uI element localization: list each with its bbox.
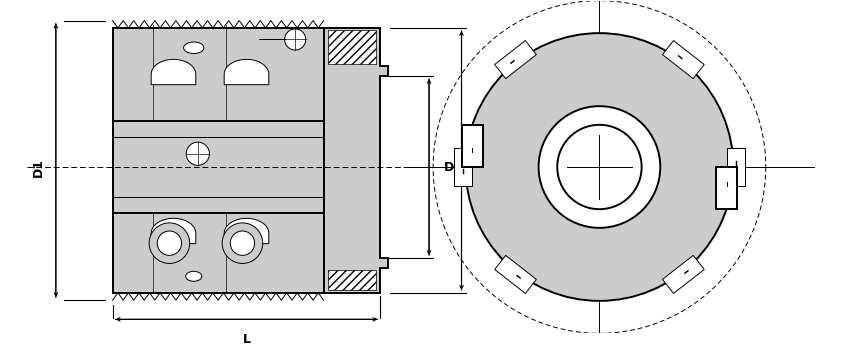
Polygon shape [113,28,324,293]
Polygon shape [454,147,472,186]
Text: D: D [444,161,454,174]
Polygon shape [495,255,536,294]
Circle shape [186,142,209,166]
Text: D1: D1 [31,158,44,177]
Polygon shape [224,59,269,85]
Circle shape [157,231,182,255]
Circle shape [466,33,734,301]
Text: D6: D6 [476,161,495,174]
Polygon shape [113,16,324,28]
Polygon shape [717,167,737,209]
Polygon shape [327,270,377,290]
Circle shape [539,106,660,228]
Ellipse shape [185,271,202,281]
Ellipse shape [184,42,204,53]
Circle shape [558,125,642,209]
Polygon shape [727,147,745,186]
Polygon shape [113,293,324,305]
Polygon shape [151,59,196,85]
Circle shape [230,231,255,255]
Polygon shape [324,28,388,293]
Polygon shape [462,125,483,167]
Text: L: L [242,333,251,346]
Circle shape [222,223,263,263]
Polygon shape [662,255,704,294]
Polygon shape [151,218,196,244]
Circle shape [149,223,190,263]
Polygon shape [224,218,269,244]
Circle shape [285,29,306,50]
Polygon shape [662,41,704,79]
Polygon shape [327,30,377,64]
Polygon shape [495,41,536,79]
